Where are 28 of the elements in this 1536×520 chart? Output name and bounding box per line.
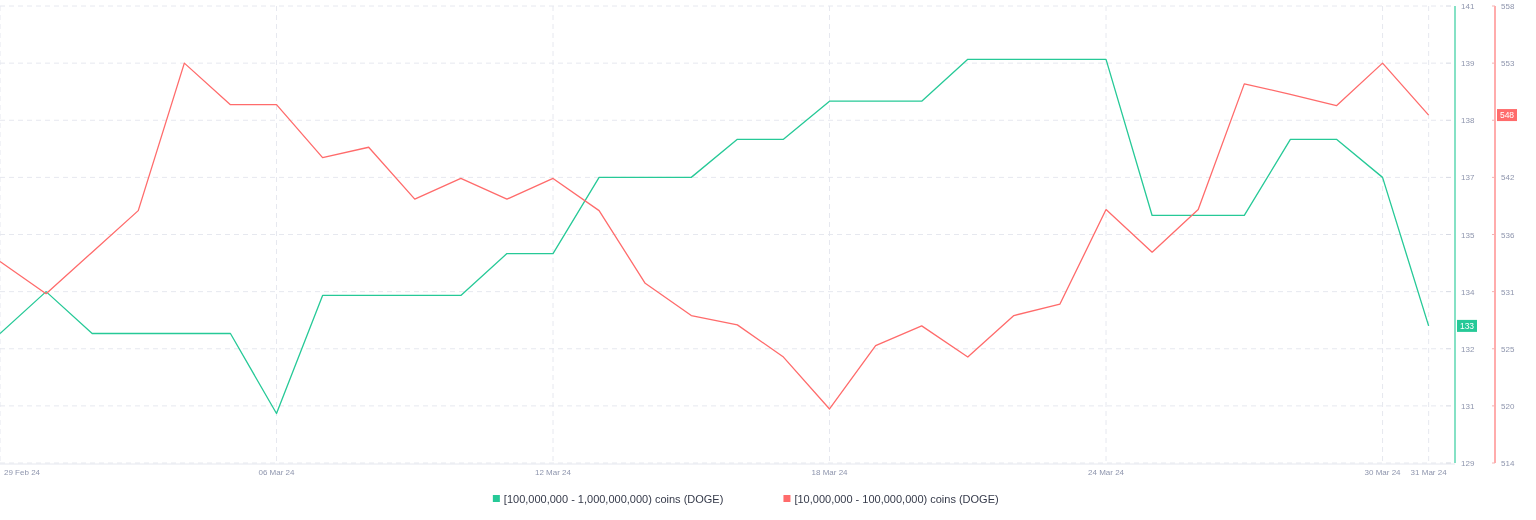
y2-tick-label: 553: [1501, 59, 1515, 69]
legend-label: [10,000,000 - 100,000,000) coins (DOGE): [794, 492, 999, 505]
y2-tick-label: 525: [1501, 344, 1515, 354]
y-tick-label: 132: [1461, 344, 1475, 354]
y-tick-label: 138: [1461, 116, 1475, 126]
x-tick-label: 30 Mar 24: [1364, 468, 1402, 477]
y-tick-label: 139: [1461, 59, 1475, 69]
y2-tick-label: 531: [1501, 287, 1515, 297]
x-tick-label: 12 Mar 24: [535, 468, 572, 477]
value-badge: 133: [1457, 319, 1477, 332]
legend-label: [100,000,000 - 1,000,000,000) coins (DOGE): [503, 492, 724, 505]
y2-tick-label: 514: [1501, 459, 1515, 468]
y2-tick-label: 558: [1501, 2, 1515, 11]
x-tick-label: 24 Mar 24: [1088, 468, 1125, 477]
y-tick-label: 135: [1461, 230, 1475, 240]
x-tick-label: 18 Mar 24: [811, 468, 849, 477]
y2-tick-label: 542: [1501, 173, 1515, 183]
y-tick-label: 134: [1461, 287, 1475, 297]
y-tick-label: 137: [1461, 173, 1475, 183]
x-tick-label: 29 Feb 24: [4, 468, 41, 477]
y2-tick-label: 536: [1501, 230, 1515, 240]
x-tick-label: 31 Mar 24: [1410, 468, 1448, 477]
y2-tick-label: 520: [1501, 401, 1515, 411]
y-tick-label: 141: [1461, 2, 1475, 11]
y-tick-label: 131: [1461, 401, 1475, 411]
x-tick-label: 06 Mar 24: [258, 468, 296, 477]
value-badge: 548: [1497, 109, 1517, 122]
y-tick-label: 129: [1461, 459, 1475, 468]
